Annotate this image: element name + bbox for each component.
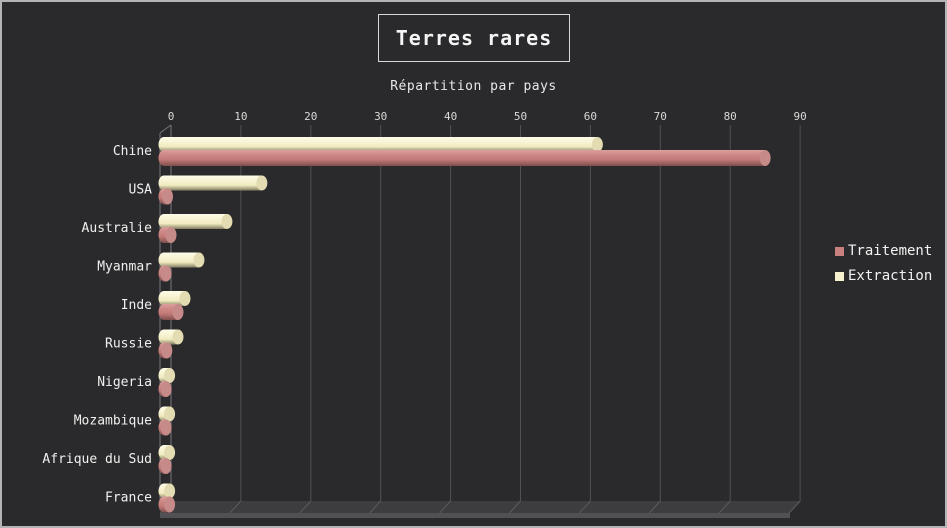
extraction-swatch-icon (835, 271, 844, 281)
legend-item-traitement: Traitement (835, 243, 932, 259)
category-label: Nigeria (97, 375, 152, 390)
traitement-swatch-icon (835, 246, 844, 256)
category-label: Mozambique (74, 414, 152, 429)
svg-text:60: 60 (584, 110, 597, 123)
chart-title: Terres rares (395, 26, 553, 50)
svg-text:70: 70 (654, 110, 667, 123)
chart-subtitle: Répartition par pays (390, 79, 557, 94)
svg-text:90: 90 (793, 110, 806, 123)
legend-label-traitement: Traitement (848, 243, 933, 259)
category-label: USA (129, 183, 153, 198)
category-label: Myanmar (97, 260, 152, 275)
category-label: Chine (113, 144, 152, 159)
legend-item-extraction: Extraction (835, 268, 932, 284)
chart-title-box: Terres rares (378, 14, 570, 62)
svg-text:80: 80 (724, 110, 737, 123)
svg-text:0: 0 (168, 110, 175, 123)
chart-legend: Traitement Extraction (835, 243, 932, 284)
svg-text:20: 20 (304, 110, 317, 123)
category-label: Inde (121, 298, 152, 313)
svg-text:30: 30 (374, 110, 387, 123)
svg-text:10: 10 (234, 110, 247, 123)
category-label: France (105, 491, 152, 506)
category-label: Afrique du Sud (42, 452, 152, 467)
legend-label-extraction: Extraction (848, 268, 933, 284)
category-label: Australie (82, 221, 153, 236)
category-label: Russie (105, 337, 152, 352)
svg-text:40: 40 (444, 110, 457, 123)
svg-text:50: 50 (514, 110, 527, 123)
